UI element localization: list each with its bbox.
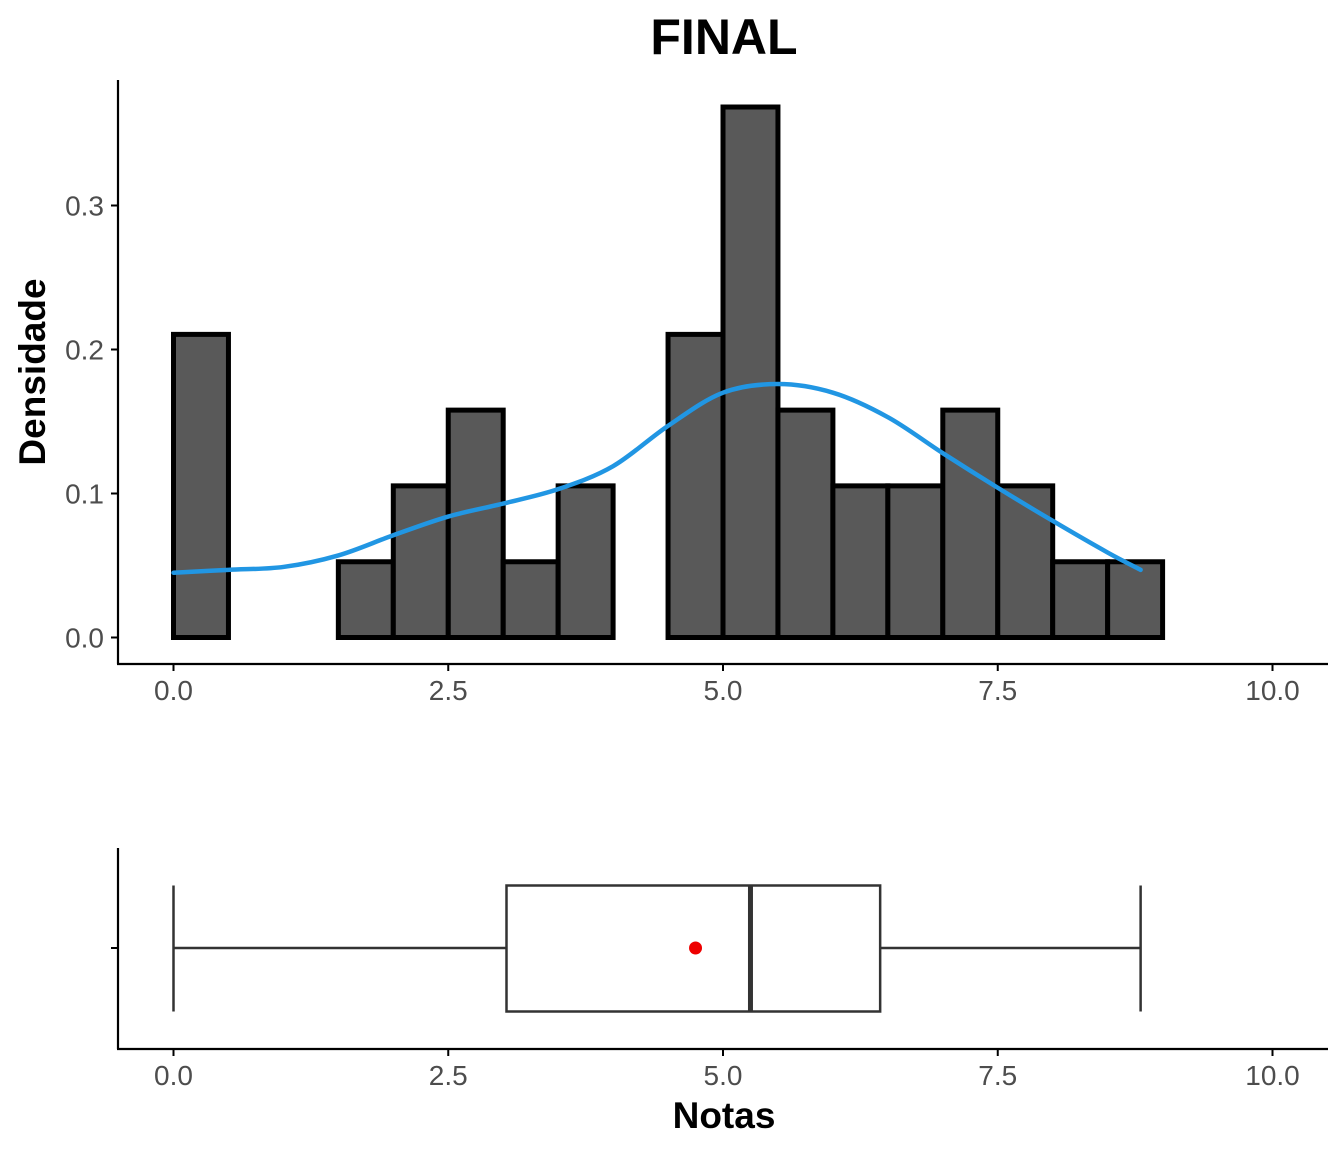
histogram-bar-0: [171, 331, 231, 640]
boxplot-x-tick-label-0: 0.0: [154, 1060, 193, 1091]
boxplot-elements: [172, 884, 1142, 1013]
histogram-bar-16: [1050, 559, 1111, 640]
histogram-x-tick-label-0: 0.0: [154, 675, 193, 706]
boxplot-x-tick-label-2: 5.0: [704, 1060, 743, 1091]
histogram-bar-4: [390, 483, 451, 641]
histogram-bar-15: [995, 483, 1056, 641]
histogram-bar-5: [445, 407, 506, 640]
histogram-y-tick-label-2: 0.2: [65, 335, 104, 366]
boxplot-panel: 0.0 2.5 5.0 7.5 10.0 Notas: [111, 848, 1328, 1136]
histogram-bar-6: [500, 559, 561, 640]
histogram-bar-3: [335, 559, 396, 640]
chart-title: FINAL: [650, 9, 797, 65]
histogram-y-tick-label-3: 0.3: [65, 191, 104, 222]
histogram-x-tick-label-2: 5.0: [704, 675, 743, 706]
histogram-bar-13: [885, 483, 946, 641]
histogram-bar-11: [775, 407, 836, 640]
histogram-x-tick-label-3: 7.5: [978, 675, 1017, 706]
histogram-bar-7: [555, 483, 616, 641]
histogram-x-tick-label-4: 10.0: [1245, 675, 1300, 706]
histogram-bar-9: [665, 331, 726, 640]
boxplot-x-ticks: 0.0 2.5 5.0 7.5 10.0: [154, 1049, 1300, 1091]
histogram-bar-12: [830, 483, 891, 641]
histogram-y-tick-label-0: 0.0: [65, 623, 104, 654]
boxplot-box: [505, 884, 882, 1013]
histogram-y-ticks: 0.0 0.1 0.2 0.3: [65, 191, 118, 654]
boxplot-x-tick-label-3: 7.5: [978, 1060, 1017, 1091]
y-axis-title: Densidade: [12, 278, 53, 465]
boxplot-x-tick-label-4: 10.0: [1245, 1060, 1300, 1091]
histogram-y-tick-label-1: 0.1: [65, 479, 104, 510]
histogram-bars: [171, 104, 1166, 641]
histogram-panel: 0.0 0.1 0.2 0.3 0.0 2.5 5.0 7.5 10.0 Densidade: [12, 80, 1328, 706]
boxplot-x-tick-label-1: 2.5: [429, 1060, 468, 1091]
histogram-bar-10: [720, 104, 781, 640]
x-axis-title: Notas: [673, 1095, 776, 1136]
histogram-x-ticks: 0.0 2.5 5.0 7.5 10.0: [154, 664, 1300, 706]
histogram-bar-14: [940, 407, 1001, 640]
density-curve: [171, 381, 1143, 575]
boxplot-mean-point: [689, 941, 703, 955]
histogram-bar-17: [1105, 559, 1166, 640]
histogram-x-tick-label-1: 2.5: [429, 675, 468, 706]
